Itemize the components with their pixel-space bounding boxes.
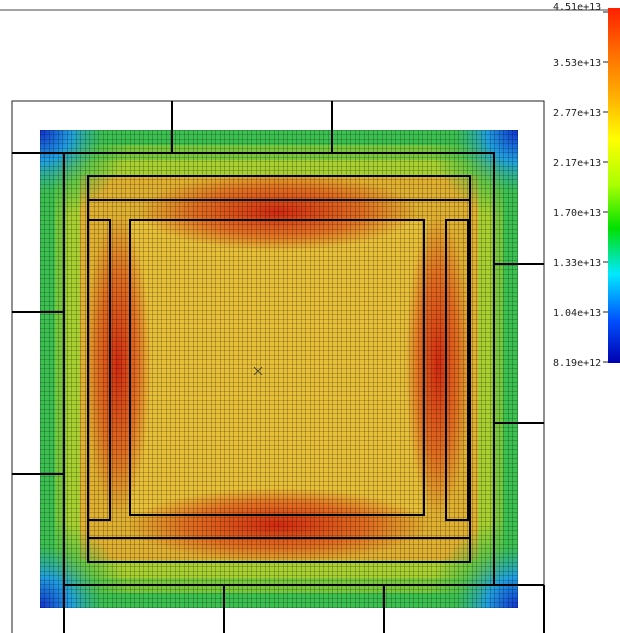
colorbar-tick-label: 8.19e+12: [553, 358, 601, 369]
right-strip: [445, 219, 469, 521]
colorbar-gradient: [608, 8, 620, 363]
colorbar-tick-label: 1.04e+13: [553, 308, 601, 319]
colorbar-tick-label: 1.70e+13: [553, 208, 601, 219]
colorbar-tick-label: 4.51e+13: [553, 2, 601, 13]
colorbar-tick-label: 2.17e+13: [553, 158, 601, 169]
mesh-grid: [40, 130, 518, 608]
structure-lines: [12, 101, 545, 633]
colorbar-tick-label: 3.53e+13: [553, 58, 601, 69]
center-panel-border: [129, 219, 425, 516]
colorbar-tick-label: 2.77e+13: [553, 108, 601, 119]
colorbar-tick-label: 1.33e+13: [553, 258, 601, 269]
center-marker: [253, 366, 263, 376]
colorbar: 4.51e+13 3.53e+13 2.77e+13 2.17e+13 1.70e+13…: [553, 2, 620, 369]
outer-frame: [11, 100, 545, 633]
colorbar-ticks: 4.51e+13 3.53e+13 2.77e+13 2.17e+13 1.70e+13…: [553, 2, 608, 369]
left-strip: [87, 219, 111, 521]
